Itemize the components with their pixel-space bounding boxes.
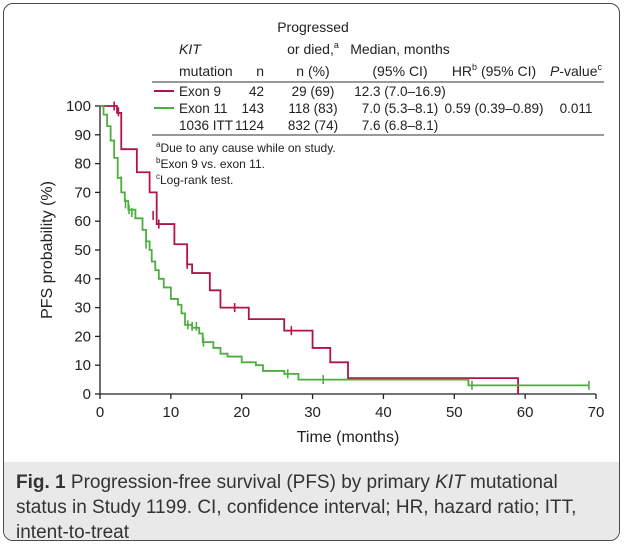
table-footnote: aDue to any cause while on study. xyxy=(156,140,336,155)
series-line-0 xyxy=(100,105,519,394)
table-row-label: Exon 11 xyxy=(179,101,228,116)
table-row-median: 7.6 (6.8–8.1) xyxy=(362,118,439,133)
y-tick-label: 90 xyxy=(74,127,91,144)
km-chart: 0 10 20 30 40 50 60 70 0 10 20 30 40 50 60 70 80 90 100 Tim… xyxy=(39,19,605,446)
footnote-text: Log-rank test. xyxy=(160,173,233,187)
x-tick-label: 30 xyxy=(304,404,321,421)
x-tick-label: 50 xyxy=(446,404,463,421)
table-row-label: 1036 ITT xyxy=(179,118,233,133)
y-tick-label: 30 xyxy=(74,300,91,317)
x-tick-label: 20 xyxy=(233,404,250,421)
y-tick-label: 80 xyxy=(74,156,91,173)
figure-frame: 0 10 20 30 40 50 60 70 0 10 20 30 40 50 60 70 80 90 100 Tim… xyxy=(3,3,620,541)
table-header-n-pct: n (%) xyxy=(296,63,329,79)
footnote-sup: a xyxy=(156,140,161,149)
table-header-median: Median, months xyxy=(350,41,450,57)
x-tick-label: 70 xyxy=(588,404,605,421)
table-header-footnote-a: a xyxy=(334,40,339,50)
table-p-value: 0.011 xyxy=(560,101,593,116)
footnote-sup: b xyxy=(156,156,161,165)
table-header-progressed: Progressed xyxy=(277,19,349,35)
caption-figure-label: Fig. 1 xyxy=(16,472,66,493)
table-header-ci: (95% CI) xyxy=(372,63,427,79)
table-header-kit: KIT xyxy=(179,41,202,57)
y-tick-label: 10 xyxy=(74,357,91,374)
table-header-mutation: mutation xyxy=(179,63,233,79)
table-row-n: 42 xyxy=(249,84,264,99)
caption-background xyxy=(4,462,619,540)
table-footnote: cLog-rank test. xyxy=(156,172,233,187)
footnote-text: Due to any cause while on study. xyxy=(160,141,335,155)
table-hr-value: 0.59 (0.39–0.89) xyxy=(444,101,543,116)
caption-text-1: Progression-free survival (PFS) by prima… xyxy=(65,472,436,493)
x-tick-label: 10 xyxy=(163,404,180,421)
x-axis-label: Time (months) xyxy=(297,429,400,446)
table-header-p-italic: P xyxy=(550,63,560,79)
table-header-hr-ci: (95% CI) xyxy=(477,63,536,79)
y-tick-label: 70 xyxy=(74,184,91,201)
table-row-progressed: 118 (83) xyxy=(288,101,337,116)
table-header-footnote-b: b xyxy=(472,62,477,72)
table-header-p: P-valuec xyxy=(550,62,602,79)
table-row-median: 7.0 (5.3–8.1) xyxy=(362,101,439,116)
y-tick-label: 60 xyxy=(74,213,91,230)
x-tick-label: 60 xyxy=(517,404,534,421)
table-header-p-value: -value xyxy=(559,63,597,79)
table-header-hr: HRb (95% CI) xyxy=(452,62,536,79)
table-row-n: 1124 xyxy=(235,118,265,133)
y-tick-label: 20 xyxy=(74,328,91,345)
table-row-progressed: 29 (69) xyxy=(292,84,335,99)
table-footnote: bExon 9 vs. exon 11. xyxy=(156,156,265,171)
caption-text-italic: KIT xyxy=(435,472,465,493)
y-tick-label: 100 xyxy=(66,98,91,115)
table-row-n: 143 xyxy=(241,101,264,116)
y-tick-label: 50 xyxy=(74,242,91,259)
table-header-n: n xyxy=(256,63,264,79)
table-row-label: Exon 9 xyxy=(179,84,221,99)
table-row-median: 12.3 (7.0–16.9) xyxy=(354,84,446,99)
table-row-progressed: 832 (74) xyxy=(288,118,338,133)
table-header-or-died: or died,a xyxy=(287,40,339,57)
y-tick-label: 40 xyxy=(74,271,91,288)
footnote-text: Exon 9 vs. exon 11. xyxy=(160,157,265,171)
x-tick-label: 0 xyxy=(96,404,104,421)
figure-caption: Fig. 1 Progression-free survival (PFS) b… xyxy=(16,470,606,541)
y-axis-label: PFS probability (%) xyxy=(39,181,56,319)
caption-text-2: mutational status in Study 1199. CI, con… xyxy=(16,472,577,541)
x-tick-label: 40 xyxy=(375,404,392,421)
y-tick-label: 0 xyxy=(83,386,91,403)
table-header-footnote-c: c xyxy=(597,62,602,72)
footnote-sup: c xyxy=(156,172,160,181)
